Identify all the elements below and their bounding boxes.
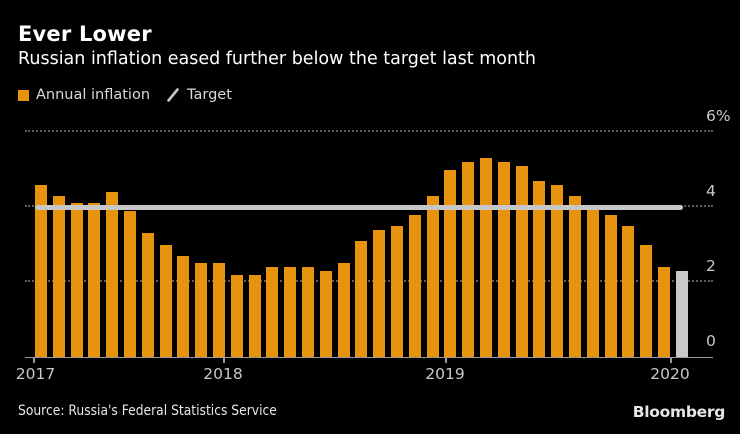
inflation-bar	[480, 158, 492, 357]
grid-line-2	[25, 280, 713, 282]
x-axis-label-2017: 2017	[15, 365, 56, 383]
x-axis-label-2020: 2020	[650, 365, 690, 383]
inflation-bar	[533, 180, 546, 357]
inflation-bar	[373, 229, 386, 357]
inflation-bar	[141, 233, 154, 357]
inflation-bar	[195, 263, 208, 357]
y-axis-label: 2	[706, 256, 716, 275]
inflation-bar	[426, 195, 439, 357]
inflation-bar	[604, 214, 617, 357]
bloomberg-logo: Bloomberg	[632, 403, 726, 421]
inflation-bar	[284, 267, 297, 357]
legend-item-annual-inflation: Annual inflation	[18, 87, 150, 103]
chart-title: Ever Lower	[18, 22, 152, 46]
inflation-bar	[658, 267, 670, 357]
legend: Annual inflation Target	[18, 87, 232, 103]
y-axis-label: 0	[706, 331, 716, 350]
source-note: Source: Russia's Federal Statistics Serv…	[18, 403, 277, 419]
x-axis-label-2019: 2019	[425, 365, 465, 383]
inflation-bar	[515, 165, 528, 357]
x-axis-line	[25, 356, 713, 358]
inflation-bar	[497, 162, 510, 357]
inflation-bar	[88, 203, 101, 357]
target-line	[35, 204, 683, 210]
legend-label-target: Target	[187, 87, 232, 103]
year-tick-2018	[223, 357, 225, 363]
y-axis-label: 4	[706, 181, 716, 200]
inflation-bar	[230, 274, 243, 357]
inflation-bar	[302, 267, 314, 357]
year-tick-2020	[670, 357, 672, 363]
inflation-bar	[319, 270, 332, 357]
x-axis-label-2018: 2018	[203, 365, 243, 383]
legend-item-target: Target	[166, 87, 232, 103]
chart-subtitle: Russian inflation eased further below th…	[18, 49, 536, 69]
legend-label-annual-inflation: Annual inflation	[36, 87, 151, 103]
year-tick-2017	[33, 357, 35, 363]
latest-inflation-bar	[675, 270, 688, 357]
y-axis-label: 6%	[706, 106, 731, 125]
grid-line-6	[25, 130, 713, 132]
inflation-bar	[640, 244, 653, 357]
inflation-bar	[248, 274, 261, 357]
inflation-bar	[266, 267, 279, 357]
inflation-bar	[35, 184, 47, 357]
inflation-bar	[52, 195, 65, 357]
inflation-bar	[213, 263, 225, 357]
inflation-bar	[391, 225, 403, 357]
inflation-bar	[337, 263, 350, 357]
inflation-bar	[551, 184, 564, 357]
inflation-bar	[70, 203, 83, 357]
inflation-bar	[355, 240, 368, 357]
inflation-bar	[462, 162, 475, 357]
year-tick-2019	[445, 357, 447, 363]
plot-area: 2017 2018 2019 2020	[16, 120, 713, 383]
bar-swatch-icon	[18, 89, 29, 101]
inflation-bar	[408, 214, 421, 357]
inflation-bar	[569, 195, 581, 357]
inflation-bar	[159, 244, 172, 357]
inflation-bar	[622, 225, 635, 357]
inflation-bar	[444, 169, 457, 357]
inflation-bar	[177, 255, 190, 357]
inflation-bar	[586, 207, 599, 357]
inflation-bar	[106, 192, 119, 357]
target-slash-icon	[167, 88, 179, 102]
inflation-bar	[124, 210, 136, 357]
